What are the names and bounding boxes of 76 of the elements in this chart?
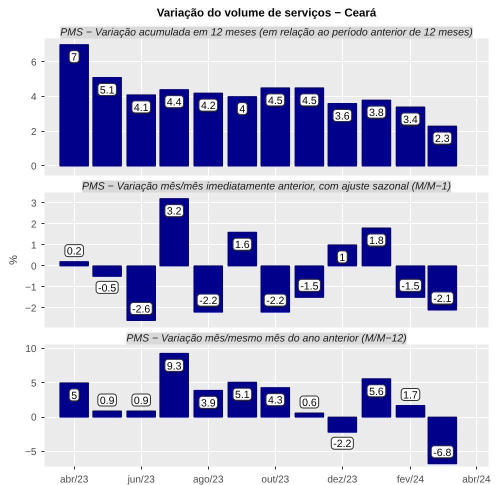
y-tick-label: 0 [30,412,37,424]
y-tick-label: 2 [30,126,37,138]
data-label: 4.1 [134,102,149,114]
data-label: 0.6 [302,397,317,410]
data-label: 0.9 [100,394,115,407]
data-label: 5 [71,390,78,402]
x-tick-label: dez/23 [327,474,358,485]
data-label: 3.2 [166,206,182,218]
y-tick-label: 5 [30,378,37,390]
y-tick-label: 3 [30,198,37,210]
y-tick-label: −5 [25,446,37,458]
bar [92,265,122,277]
data-label: -2.2 [199,295,218,308]
data-label: 5.1 [100,84,115,97]
data-label: 4 [239,104,246,116]
bar [92,77,122,166]
data-label: 4.5 [302,94,317,107]
data-label: -6.8 [433,446,452,459]
data-label: 4.5 [268,94,283,107]
x-tick-label: ago/23 [192,474,224,485]
data-label: 0.9 [134,394,149,407]
y-tick-label: −2 [25,303,37,314]
bar [126,410,156,418]
data-label: 1 [339,252,346,264]
bar [159,89,189,166]
data-label: 5.6 [369,386,384,398]
x-tick-label: jun/23 [126,474,156,485]
x-tick-label: abr/23 [60,474,89,485]
data-label: 1.6 [235,239,250,252]
y-tick-label: 0 [30,161,37,172]
chart-title: Variação do volume de serviços − Ceará [156,8,377,20]
data-label: 0.2 [66,246,82,258]
bar [396,405,426,418]
data-label: 1.7 [403,390,418,402]
data-label: 3.8 [369,107,384,120]
y-tick-label: 2 [30,219,37,230]
y-tick-label: 0 [30,261,37,272]
y-axis-title: % [8,254,20,265]
bar [193,92,224,166]
bar [228,96,258,166]
data-label: 3.4 [403,114,418,126]
y-tick-label: 1 [30,240,37,252]
chart-subtitle: PMS − Variação acumulada em 12 meses (em relação ao período anterior de 12 meses) [60,26,473,38]
data-label: 9.3 [166,360,182,372]
data-label: 5.1 [235,389,250,402]
data-label: -0.5 [98,282,116,294]
data-label: 3.9 [200,397,216,410]
data-label: -1.5 [300,280,319,292]
chart-subtitle: PMS − Variação mês/mesmo mês do ano anterior (M/M−12) [126,332,407,344]
data-label: 7 [71,52,78,64]
bar [260,87,290,166]
data-label: -1.5 [401,280,420,292]
bar [59,261,89,266]
data-label: 3.6 [335,110,350,123]
chart-subtitle: PMS − Variação mês/mês imediatamente anterior, com ajuste sazonal (M/M−1) [82,180,452,192]
data-label: 4.3 [268,394,283,407]
y-tick-label: 4 [30,92,37,104]
y-tick-label: −1 [25,282,37,294]
x-tick-label: out/23 [261,474,290,485]
x-tick-label: fev/24 [396,474,425,485]
data-label: -2.2 [266,295,284,308]
bar [328,416,358,433]
data-label: 4.4 [166,96,182,109]
data-label: 4.2 [200,100,216,112]
data-label: -2.6 [132,304,150,316]
data-label: -2.1 [433,293,452,306]
x-tick-label: abr/24 [462,474,492,485]
bar [92,410,122,418]
data-label: -2.2 [333,438,352,450]
bar [59,44,89,166]
bar [294,87,324,166]
bar [294,412,324,418]
y-tick-label: 6 [30,57,37,68]
data-label: 1.8 [369,235,384,248]
y-tick-label: 10 [25,344,37,356]
data-label: 2.3 [435,133,450,146]
